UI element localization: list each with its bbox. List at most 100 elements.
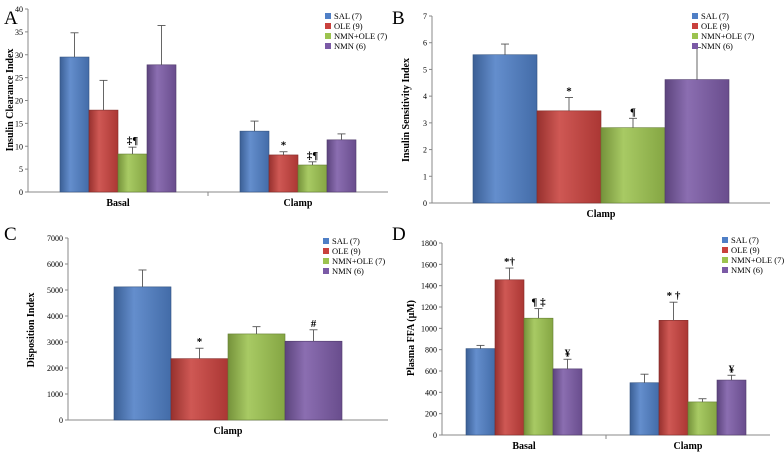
y-tick-label: 1 xyxy=(423,172,427,181)
legend-label: NMN+OLE (7) xyxy=(731,255,784,265)
y-tick-label: 10 xyxy=(15,142,23,151)
bar-ole-clamp xyxy=(268,154,299,193)
y-tick-label: 800 xyxy=(425,346,437,355)
legend-swatch xyxy=(325,13,331,19)
y-tick-label: 40 xyxy=(15,5,23,14)
x-category-label: Clamp xyxy=(214,426,243,437)
y-tick-label: 0 xyxy=(433,431,437,440)
bar-nmn-ole-basal xyxy=(523,317,554,436)
significance-label: ¶ ‡ xyxy=(531,297,546,309)
legend-label: OLE (9) xyxy=(701,21,730,31)
y-tick-label: 4 xyxy=(423,92,427,101)
bar-ole-clamp xyxy=(658,320,689,436)
y-tick-label: 35 xyxy=(15,28,23,37)
bar-nmn-basal xyxy=(552,368,583,436)
legend-label: NMN (6) xyxy=(701,41,733,51)
legend-label: SAL (7) xyxy=(731,235,759,245)
y-tick-label: 20 xyxy=(15,97,23,106)
bar-nmn-clamp xyxy=(284,340,343,421)
y-axis-label: Disposition Index xyxy=(26,293,37,368)
panel-B: B Insulin Sensitivity Index 0 1 2 3 4 5 6 7 Clamp *… xyxy=(392,8,770,220)
legend-swatch xyxy=(325,33,331,39)
legend-label: NMN (6) xyxy=(731,265,763,275)
y-tick-label: 0 xyxy=(19,188,23,197)
y-tick-label: 15 xyxy=(15,119,23,128)
panel-A: A Insulin Clearance Index 0 5 10 15 20 25 30 35 40… xyxy=(4,5,388,209)
legend-label: OLE (9) xyxy=(334,21,363,31)
legend-swatch xyxy=(722,237,728,243)
bar-ole-clamp xyxy=(536,110,602,204)
bar-ole-clamp xyxy=(170,358,229,421)
legend-swatch xyxy=(323,248,329,254)
y-axis-label: Insulin Sensitivity Index xyxy=(401,58,412,162)
panel-D: D Plasma FFA (μM) 0 200 400 600 800 1000 1200 140… xyxy=(392,224,784,452)
legend-label: NMN+OLE (7) xyxy=(334,31,387,41)
y-tick-label: 5000 xyxy=(47,286,63,295)
bar-nmn-basal xyxy=(146,64,177,193)
significance-label: * xyxy=(566,85,572,97)
bar-nmn-clamp xyxy=(716,379,747,436)
legend-swatch xyxy=(323,238,329,244)
significance-label: ¥ xyxy=(729,363,735,375)
bar-ole-basal xyxy=(88,109,119,193)
x-category-label: Clamp xyxy=(674,441,703,452)
y-tick-label: 5 xyxy=(423,65,427,74)
significance-label: ¶ xyxy=(630,106,636,118)
significance-label: * xyxy=(281,140,287,152)
bar-nmn-ole-clamp xyxy=(600,127,666,204)
legend-label: SAL (7) xyxy=(701,11,729,21)
legend-label: OLE (9) xyxy=(731,245,760,255)
significance-label: * † xyxy=(667,290,681,302)
legend-label: NMN (6) xyxy=(332,266,364,276)
y-tick-label: 400 xyxy=(425,388,437,397)
bar-nmn-ole-clamp xyxy=(687,401,718,436)
y-tick-label: 1000 xyxy=(47,390,63,399)
x-category-label: Basal xyxy=(512,441,536,452)
panel-letter-B: B xyxy=(392,8,405,29)
y-tick-label: 2 xyxy=(423,146,427,155)
significance-label: ‡¶ xyxy=(127,135,139,147)
bar-sal-clamp xyxy=(239,130,270,193)
y-axis-label: Plasma FFA (μM) xyxy=(406,300,417,376)
x-category-label: Clamp xyxy=(284,198,313,209)
legend-swatch xyxy=(722,257,728,263)
legend-swatch xyxy=(325,43,331,49)
y-tick-label: 7 xyxy=(423,12,427,21)
x-category-label: Clamp xyxy=(587,209,616,220)
significance-label: ‡¶ xyxy=(307,150,319,162)
bar-nmn-clamp xyxy=(326,139,357,193)
y-tick-label: 30 xyxy=(15,51,23,60)
y-tick-label: 25 xyxy=(15,74,23,83)
y-tick-label: 1200 xyxy=(421,303,437,312)
y-tick-label: 200 xyxy=(425,410,437,419)
legend-swatch xyxy=(325,23,331,29)
bar-nmn-ole-clamp xyxy=(227,333,286,421)
panel-letter-C: C xyxy=(4,224,17,245)
legend-label: NMN+OLE (7) xyxy=(701,31,754,41)
legend-swatch xyxy=(692,13,698,19)
bar-sal-basal xyxy=(465,348,496,436)
significance-label: * xyxy=(197,336,203,348)
bar-sal-clamp xyxy=(629,382,660,436)
legend-label: NMN (6) xyxy=(334,41,366,51)
y-tick-label: 6000 xyxy=(47,260,63,269)
legend-swatch xyxy=(323,268,329,274)
legend-label: NMN+OLE (7) xyxy=(332,256,385,266)
bar-nmn-clamp xyxy=(664,79,730,204)
significance-label: # xyxy=(311,318,317,330)
y-tick-label: 0 xyxy=(423,199,427,208)
legend-swatch xyxy=(692,23,698,29)
legend-swatch xyxy=(692,43,698,49)
x-category-label: Basal xyxy=(106,198,130,209)
y-tick-label: 5 xyxy=(19,165,23,174)
bar-sal-clamp xyxy=(472,54,538,204)
y-tick-label: 0 xyxy=(59,416,63,425)
y-axis-label: Insulin Clearance Index xyxy=(5,49,16,152)
panel-letter-A: A xyxy=(4,8,18,29)
bar-sal-clamp xyxy=(113,286,172,421)
legend-label: OLE (9) xyxy=(332,246,361,256)
y-tick-label: 3 xyxy=(423,119,427,128)
y-tick-label: 6 xyxy=(423,39,427,48)
y-tick-label: 1400 xyxy=(421,282,437,291)
